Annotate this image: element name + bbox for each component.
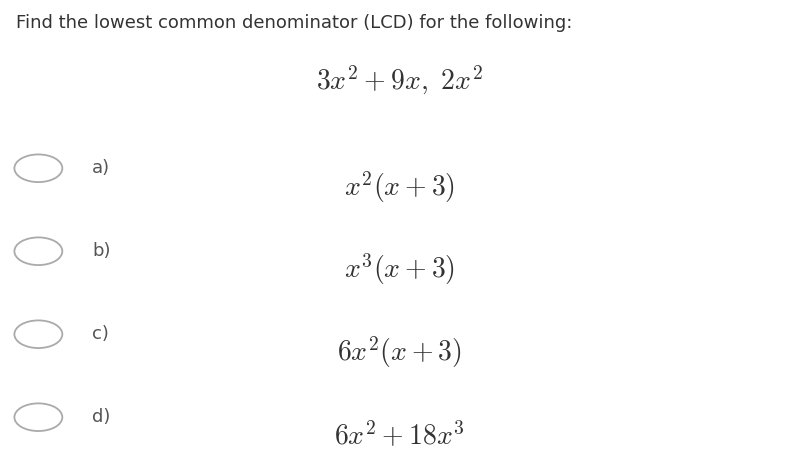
Text: d): d) bbox=[92, 408, 110, 426]
Text: a): a) bbox=[92, 159, 110, 177]
Text: Find the lowest common denominator (LCD) for the following:: Find the lowest common denominator (LCD)… bbox=[16, 14, 572, 32]
Text: c): c) bbox=[92, 325, 109, 343]
Text: $x^2(x+3)$: $x^2(x+3)$ bbox=[344, 169, 455, 205]
Text: b): b) bbox=[92, 242, 110, 260]
Text: $x^3(x+3)$: $x^3(x+3)$ bbox=[344, 252, 455, 288]
Text: $6x^2+18x^3$: $6x^2+18x^3$ bbox=[334, 420, 465, 451]
Text: $6x^2(x+3)$: $6x^2(x+3)$ bbox=[337, 335, 462, 371]
Text: $3x^2 + 9x,\ 2x^2$: $3x^2 + 9x,\ 2x^2$ bbox=[316, 64, 483, 97]
